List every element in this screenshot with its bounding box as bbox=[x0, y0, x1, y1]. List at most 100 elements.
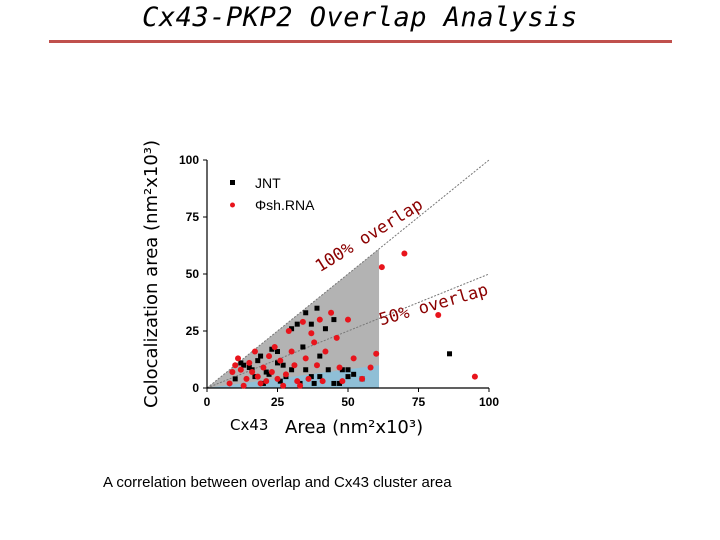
data-point-jnt bbox=[280, 362, 286, 368]
data-point-shrna bbox=[251, 348, 258, 355]
data-points bbox=[226, 250, 478, 389]
y-tick-label: 0 bbox=[192, 381, 199, 395]
data-point-jnt bbox=[275, 349, 280, 355]
data-point-shrna bbox=[226, 380, 233, 387]
data-point-shrna bbox=[350, 355, 357, 362]
data-point-jnt bbox=[255, 358, 261, 364]
data-point-shrna bbox=[260, 364, 267, 371]
data-point-shrna bbox=[274, 375, 281, 382]
y-tick-label: 50 bbox=[186, 267, 200, 281]
data-point-jnt bbox=[238, 360, 244, 366]
axes: 0 25 50 75 100 0 25 50 75 100 bbox=[179, 153, 499, 409]
data-point-jnt bbox=[308, 321, 314, 327]
title-rule bbox=[49, 40, 672, 43]
legend-marker-shrna bbox=[230, 202, 235, 208]
data-point-shrna bbox=[229, 369, 236, 376]
slide-title: Cx43-PKP2 Overlap Analysis bbox=[142, 2, 578, 33]
data-point-shrna bbox=[243, 375, 250, 382]
data-point-shrna bbox=[232, 362, 239, 369]
data-point-shrna bbox=[277, 357, 284, 364]
data-point-jnt bbox=[303, 367, 309, 373]
data-point-shrna bbox=[435, 312, 442, 319]
annotation-50-overlap: 50% overlap bbox=[377, 280, 491, 330]
data-point-shrna bbox=[297, 382, 304, 389]
y-tick-label: 25 bbox=[186, 324, 200, 338]
data-point-jnt bbox=[266, 371, 272, 377]
data-point-jnt bbox=[351, 371, 357, 377]
legend: JNT Φsh.RNA bbox=[230, 175, 315, 213]
data-point-jnt bbox=[289, 326, 295, 332]
data-point-shrna bbox=[373, 350, 380, 357]
legend-label: Φsh.RNA bbox=[255, 197, 315, 213]
x-tick-label: 50 bbox=[341, 395, 355, 409]
data-point-jnt bbox=[246, 364, 252, 370]
data-point-shrna bbox=[288, 348, 295, 355]
data-point-jnt bbox=[269, 346, 275, 352]
data-point-shrna bbox=[378, 264, 385, 271]
data-point-shrna bbox=[367, 364, 374, 371]
data-point-shrna bbox=[339, 378, 346, 385]
data-point-jnt bbox=[345, 367, 351, 373]
data-point-shrna bbox=[282, 371, 289, 378]
data-point-shrna bbox=[299, 318, 306, 325]
data-point-jnt bbox=[294, 321, 300, 327]
data-point-shrna bbox=[311, 339, 318, 346]
y-tick-label: 75 bbox=[186, 210, 200, 224]
data-point-jnt bbox=[232, 376, 238, 382]
data-point-shrna bbox=[313, 362, 320, 369]
x-tick-label: 100 bbox=[479, 395, 499, 409]
y-axis-label: Colocalization area (nm²x10³) bbox=[141, 140, 162, 408]
data-point-shrna bbox=[246, 359, 253, 366]
data-point-shrna bbox=[266, 353, 273, 360]
data-point-shrna bbox=[319, 378, 326, 385]
data-point-shrna bbox=[280, 382, 287, 389]
data-point-jnt bbox=[339, 367, 345, 373]
data-point-shrna bbox=[254, 373, 261, 380]
data-point-shrna bbox=[471, 373, 478, 380]
data-point-jnt bbox=[241, 362, 247, 368]
data-point-shrna bbox=[401, 250, 408, 257]
data-point-shrna bbox=[294, 378, 301, 385]
data-point-shrna bbox=[271, 343, 278, 350]
data-point-shrna bbox=[359, 375, 366, 382]
data-point-shrna bbox=[302, 355, 309, 362]
x-tick-label: 0 bbox=[204, 395, 211, 409]
data-point-jnt bbox=[317, 353, 323, 359]
data-point-shrna bbox=[257, 380, 264, 387]
data-point-jnt bbox=[289, 367, 295, 373]
slide-caption: A correlation between overlap and Cx43 c… bbox=[103, 474, 452, 491]
y-tick-label: 100 bbox=[179, 153, 199, 167]
data-point-shrna bbox=[336, 364, 343, 371]
data-point-shrna bbox=[237, 366, 244, 373]
data-point-jnt bbox=[325, 367, 331, 373]
data-point-jnt bbox=[317, 374, 323, 380]
data-point-jnt bbox=[322, 326, 328, 332]
data-point-jnt bbox=[300, 344, 306, 350]
data-point-jnt bbox=[331, 317, 337, 323]
data-point-jnt bbox=[345, 374, 351, 380]
data-point-shrna bbox=[235, 355, 242, 362]
data-point-jnt bbox=[331, 380, 337, 386]
data-point-shrna bbox=[285, 328, 292, 334]
data-point-jnt bbox=[337, 380, 343, 386]
data-point-jnt bbox=[277, 378, 283, 384]
data-point-shrna bbox=[345, 316, 351, 323]
data-point-jnt bbox=[314, 305, 320, 311]
x-tick-label: 75 bbox=[412, 395, 426, 409]
data-point-jnt bbox=[275, 360, 280, 366]
data-point-jnt bbox=[258, 353, 264, 359]
data-point-shrna bbox=[308, 330, 315, 337]
data-point-shrna bbox=[249, 369, 256, 376]
data-point-jnt bbox=[308, 374, 314, 380]
data-point-jnt bbox=[303, 310, 309, 316]
data-point-shrna bbox=[263, 378, 270, 385]
data-point-shrna bbox=[240, 382, 247, 389]
x-tick-label: 25 bbox=[271, 395, 285, 409]
legend-label: JNT bbox=[255, 175, 281, 191]
data-point-shrna bbox=[328, 309, 335, 316]
data-point-shrna bbox=[316, 316, 323, 323]
data-point-jnt bbox=[311, 380, 317, 386]
x-axis-label-prefix: Cx43 bbox=[230, 416, 268, 434]
legend-marker-jnt bbox=[230, 180, 235, 185]
